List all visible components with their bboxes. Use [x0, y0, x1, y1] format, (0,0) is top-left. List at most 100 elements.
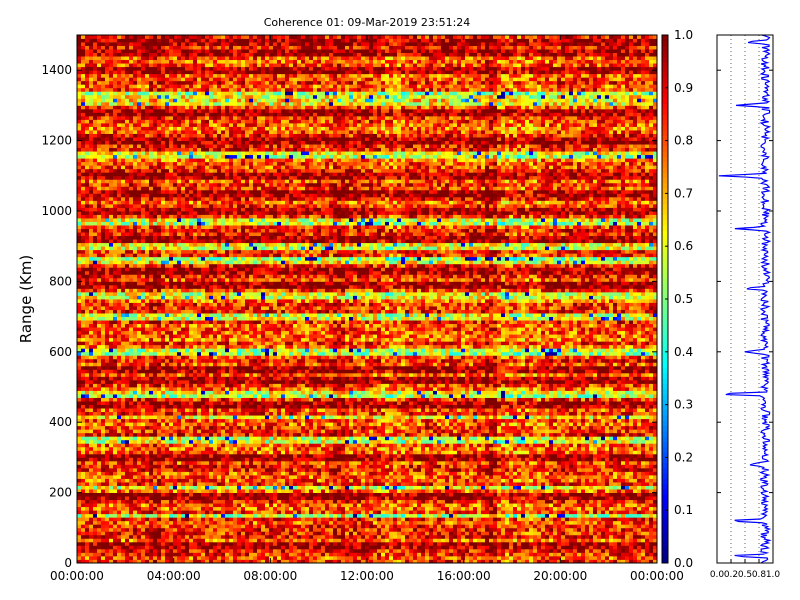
- heatmap-cell: [97, 162, 101, 166]
- heatmap-cell: [137, 95, 141, 99]
- heatmap-cell: [141, 468, 145, 472]
- heatmap-cell: [181, 278, 185, 282]
- heatmap-cell: [77, 426, 81, 430]
- heatmap-cell: [177, 155, 181, 159]
- heatmap-cell: [109, 190, 113, 194]
- heatmap-cell: [93, 355, 97, 359]
- heatmap-cell: [189, 345, 193, 349]
- heatmap-cell: [201, 464, 205, 468]
- heatmap-cell: [201, 190, 205, 194]
- heatmap-cell: [193, 70, 197, 74]
- heatmap-cell: [85, 510, 89, 514]
- heatmap-cell: [201, 496, 205, 500]
- heatmap-cell: [125, 338, 129, 342]
- heatmap-cell: [81, 204, 85, 208]
- heatmap-cell: [193, 197, 197, 201]
- heatmap-cell: [181, 243, 185, 247]
- heatmap-cell: [125, 134, 129, 138]
- heatmap-cell: [205, 549, 209, 553]
- heatmap-cell: [181, 412, 185, 416]
- heatmap-cell: [141, 148, 145, 152]
- heatmap-cell: [77, 440, 81, 444]
- heatmap-cell: [125, 141, 129, 145]
- heatmap-cell: [197, 549, 201, 553]
- heatmap-cell: [145, 88, 149, 92]
- heatmap-cell: [197, 222, 201, 226]
- heatmap-cell: [77, 408, 81, 412]
- heatmap-cell: [93, 70, 97, 74]
- heatmap-cell: [193, 408, 197, 412]
- heatmap-cell: [89, 246, 93, 250]
- heatmap-cell: [101, 134, 105, 138]
- heatmap-cell: [97, 482, 101, 486]
- heatmap-cell: [165, 531, 169, 535]
- heatmap-cell: [117, 464, 121, 468]
- heatmap-cell: [145, 401, 149, 405]
- heatmap-cell: [209, 524, 213, 528]
- heatmap-cell: [189, 204, 193, 208]
- heatmap-cell: [137, 253, 141, 257]
- heatmap-cell: [149, 468, 153, 472]
- heatmap-cell: [169, 281, 173, 285]
- heatmap-cell: [121, 193, 125, 197]
- heatmap-cell: [165, 471, 169, 475]
- heatmap-cell: [97, 341, 101, 345]
- heatmap-cell: [89, 53, 93, 57]
- heatmap-cell: [137, 281, 141, 285]
- heatmap-cell: [137, 229, 141, 233]
- heatmap-cell: [189, 151, 193, 155]
- heatmap-cell: [189, 84, 193, 88]
- heatmap-cell: [113, 373, 117, 377]
- heatmap-cell: [145, 303, 149, 307]
- heatmap-cell: [193, 109, 197, 113]
- heatmap-cell: [197, 285, 201, 289]
- heatmap-cell: [77, 91, 81, 95]
- heatmap-cell: [141, 109, 145, 113]
- heatmap-cell: [129, 200, 133, 204]
- heatmap-cell: [201, 271, 205, 275]
- heatmap-cell: [121, 338, 125, 342]
- heatmap-cell: [141, 172, 145, 176]
- heatmap-cell: [89, 271, 93, 275]
- heatmap-cell: [201, 383, 205, 387]
- heatmap-cell: [97, 317, 101, 321]
- heatmap-cell: [81, 341, 85, 345]
- heatmap-cell: [117, 401, 121, 405]
- heatmap-cell: [89, 134, 93, 138]
- heatmap-cell: [177, 454, 181, 458]
- heatmap-cell: [105, 183, 109, 187]
- heatmap-cell: [97, 218, 101, 222]
- heatmap-cell: [89, 295, 93, 299]
- heatmap-cell: [153, 507, 157, 511]
- heatmap-cell: [93, 401, 97, 405]
- heatmap-cell: [89, 535, 93, 539]
- heatmap-cell: [197, 531, 201, 535]
- heatmap-cell: [101, 172, 105, 176]
- heatmap-cell: [129, 313, 133, 317]
- heatmap-cell: [153, 317, 157, 321]
- heatmap-cell: [153, 380, 157, 384]
- heatmap-cell: [177, 225, 181, 229]
- heatmap-cell: [133, 507, 137, 511]
- heatmap-cell: [121, 158, 125, 162]
- heatmap-cell: [133, 77, 137, 81]
- heatmap-cell: [101, 67, 105, 71]
- heatmap-cell: [133, 475, 137, 479]
- heatmap-cell: [109, 405, 113, 409]
- heatmap-cell: [81, 405, 85, 409]
- heatmap-cell: [81, 440, 85, 444]
- heatmap-cell: [85, 313, 89, 317]
- heatmap-cell: [149, 341, 153, 345]
- heatmap-cell: [101, 285, 105, 289]
- heatmap-cell: [153, 60, 157, 64]
- heatmap-cell: [105, 176, 109, 180]
- heatmap-cell: [205, 155, 209, 159]
- heatmap-cell: [173, 454, 177, 458]
- heatmap-cell: [169, 42, 173, 46]
- heatmap-cell: [197, 405, 201, 409]
- heatmap-cell: [109, 426, 113, 430]
- heatmap-cell: [81, 215, 85, 219]
- heatmap-cell: [165, 88, 169, 92]
- heatmap-cell: [129, 517, 133, 521]
- heatmap-cell: [169, 225, 173, 229]
